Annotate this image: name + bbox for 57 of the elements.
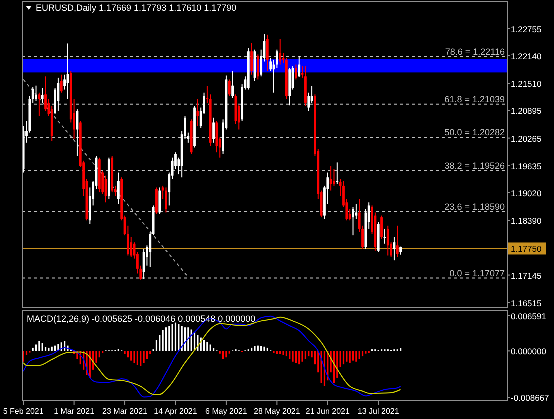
candlestick xyxy=(228,79,231,97)
x-tick-label: 6 May 2021 xyxy=(206,407,248,416)
ref-line-label: 23.6 = 1.18590 xyxy=(444,202,505,212)
y-tick-label: 1.18390 xyxy=(511,216,542,226)
y-tick-label: 1.19635 xyxy=(511,161,542,172)
y-tick-label: 1.21510 xyxy=(511,79,542,90)
candlestick xyxy=(386,225,390,256)
candlestick xyxy=(250,42,254,76)
candlestick xyxy=(38,92,41,117)
candlestick xyxy=(295,64,298,80)
ref-line-label: 0.0 = 1.17077 xyxy=(450,268,505,278)
candlestick xyxy=(196,98,200,127)
y-tick-label: 1.20895 xyxy=(511,106,542,116)
candlestick xyxy=(35,85,38,102)
y-tick-label: 1.22140 xyxy=(511,52,542,62)
candlestick xyxy=(156,187,158,215)
candlestick xyxy=(232,70,234,99)
y-tick-label: 1.20265 xyxy=(511,134,542,144)
y-tick-label: 1.22755 xyxy=(511,24,542,34)
x-tick-label: 28 May 2021 xyxy=(254,407,301,416)
candlestick xyxy=(333,168,336,186)
y-tick-label: 0.000000 xyxy=(511,346,547,357)
candlestick xyxy=(266,34,269,72)
candlestick xyxy=(396,225,399,258)
x-tick-label: 14 Apr 2021 xyxy=(154,407,198,416)
x-tick-label: 21 Jun 2021 xyxy=(306,407,350,416)
candlestick xyxy=(212,117,215,144)
candlestick xyxy=(330,166,332,192)
y-tick-label: 1.16515 xyxy=(511,298,542,308)
candlestick xyxy=(256,54,260,80)
ref-line-label: 78.6 = 1.22116 xyxy=(445,47,505,58)
x-tick-label: 1 Mar 2021 xyxy=(54,407,96,416)
candlestick xyxy=(336,162,339,185)
candlestick xyxy=(117,172,120,205)
y-tick-label: 1.19020 xyxy=(511,188,542,198)
ref-line-label: 61.8 = 1.21039 xyxy=(444,94,505,104)
chart-title: MACD(12,26,9) -0.005625 -0.006046 0.000548 0.000000 xyxy=(27,314,256,324)
x-tick-label: 13 Jul 2021 xyxy=(358,407,400,416)
candlestick xyxy=(41,88,44,104)
candlestick xyxy=(279,38,282,66)
chart-title: EURUSD,Daily 1.17669 1.17793 1.17610 1.17790 xyxy=(36,3,237,13)
y-tick-label: 0.006591 xyxy=(511,311,547,322)
x-tick-label: 5 Feb 2021 xyxy=(3,407,44,416)
y-tick-label: -0.008667 xyxy=(511,393,550,404)
candlestick xyxy=(158,187,162,215)
ref-line-label: 1.17750 xyxy=(511,244,542,254)
candlestick xyxy=(380,215,383,240)
y-tick-label: 1.17145 xyxy=(511,270,542,281)
ref-line-label: 50.0 = 1.20282 xyxy=(444,128,505,138)
ref-line-label: 38.2 = 1.19526 xyxy=(444,160,505,171)
candlestick xyxy=(60,74,63,94)
candlestick xyxy=(44,76,47,112)
candlestick xyxy=(355,204,358,220)
candlestick xyxy=(165,187,168,214)
candlestick xyxy=(352,206,354,236)
candlestick xyxy=(298,56,301,78)
x-tick-label: 23 Mar 2021 xyxy=(102,407,148,416)
